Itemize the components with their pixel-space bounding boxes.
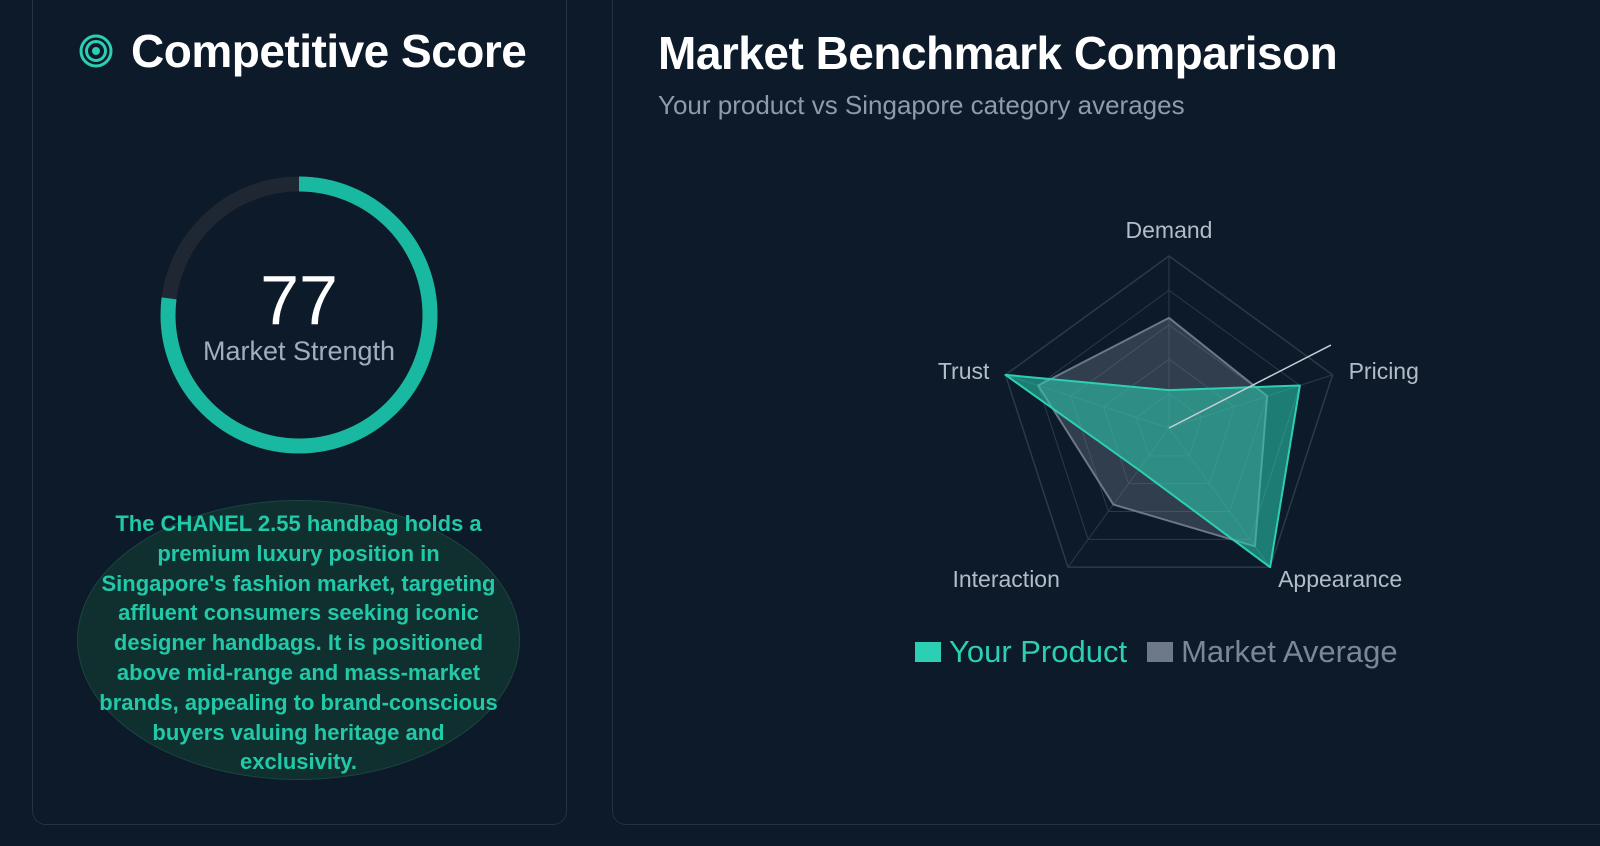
score-value: 77 — [260, 261, 338, 339]
competitive-score-title: Competitive Score — [131, 25, 527, 77]
radar-axis-label-interaction: Interaction — [952, 566, 1059, 592]
gauge-progress-arc — [160, 176, 438, 454]
radar-grid-ring — [1004, 255, 1334, 568]
radar-axis-label-demand: Demand — [1126, 217, 1213, 243]
summary-text: The CHANEL 2.55 handbag holds a premium … — [99, 511, 498, 775]
benchmark-title: Market Benchmark Comparison — [658, 27, 1338, 79]
radar-axis-label-trust: Trust — [938, 358, 990, 384]
chart-legend: Your Product Market Average — [915, 634, 1418, 670]
target-icon — [79, 34, 113, 68]
legend-item-your-product[interactable]: Your Product — [915, 634, 1127, 670]
positioning-summary: The CHANEL 2.55 handbag holds a premium … — [77, 500, 520, 780]
radar-series-your-product — [1004, 373, 1301, 569]
tooltip-pointer-line — [1168, 344, 1332, 429]
score-gauge: 77 Market Strength — [160, 176, 438, 454]
legend-label-your-product: Your Product — [949, 634, 1128, 669]
benchmark-subtitle: Your product vs Singapore category avera… — [658, 90, 1185, 120]
legend-label-market-average: Market Average — [1181, 634, 1398, 669]
radar-grid-ring — [1037, 289, 1301, 540]
benchmark-radar-chart: Demand Pricing Appearance Interaction Trust — [938, 217, 1419, 592]
radar-axis-label-pricing: Pricing — [1349, 358, 1419, 384]
score-label: Market Strength — [202, 336, 396, 366]
legend-swatch-market-average — [1147, 642, 1174, 662]
legend-swatch-your-product — [915, 642, 941, 662]
legend-item-market-average[interactable]: Market Average — [1147, 634, 1398, 670]
competitive-score-header: Competitive Score — [79, 24, 527, 78]
radar-axis-label-appearance: Appearance — [1278, 566, 1402, 592]
